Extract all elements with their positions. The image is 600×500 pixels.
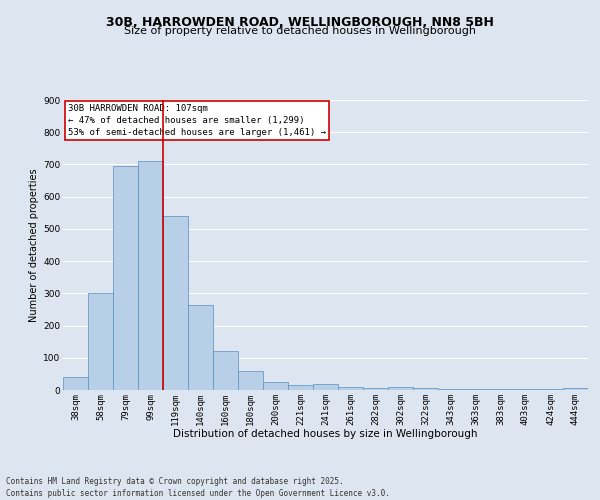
Bar xyxy=(563,388,588,390)
Bar xyxy=(238,372,263,390)
Bar xyxy=(413,388,438,390)
Text: Contains HM Land Registry data © Crown copyright and database right 2025.
Contai: Contains HM Land Registry data © Crown c… xyxy=(6,478,390,498)
Bar xyxy=(263,382,288,390)
X-axis label: Distribution of detached houses by size in Wellingborough: Distribution of detached houses by size … xyxy=(173,429,478,439)
Bar xyxy=(463,389,488,390)
Bar xyxy=(138,161,163,390)
Bar xyxy=(488,389,513,390)
Bar xyxy=(538,389,563,390)
Bar xyxy=(338,388,363,390)
Bar xyxy=(63,377,88,390)
Bar xyxy=(113,166,138,390)
Text: 30B HARROWDEN ROAD: 107sqm
← 47% of detached houses are smaller (1,299)
53% of s: 30B HARROWDEN ROAD: 107sqm ← 47% of deta… xyxy=(68,104,326,137)
Bar xyxy=(163,216,188,390)
Bar xyxy=(288,385,313,390)
Bar xyxy=(513,389,538,390)
Bar xyxy=(438,389,463,390)
Text: Size of property relative to detached houses in Wellingborough: Size of property relative to detached ho… xyxy=(124,26,476,36)
Bar xyxy=(388,388,413,390)
Bar xyxy=(188,304,213,390)
Y-axis label: Number of detached properties: Number of detached properties xyxy=(29,168,39,322)
Bar xyxy=(363,388,388,390)
Bar xyxy=(213,352,238,390)
Text: 30B, HARROWDEN ROAD, WELLINGBOROUGH, NN8 5BH: 30B, HARROWDEN ROAD, WELLINGBOROUGH, NN8… xyxy=(106,16,494,29)
Bar xyxy=(313,384,338,390)
Bar xyxy=(88,294,113,390)
